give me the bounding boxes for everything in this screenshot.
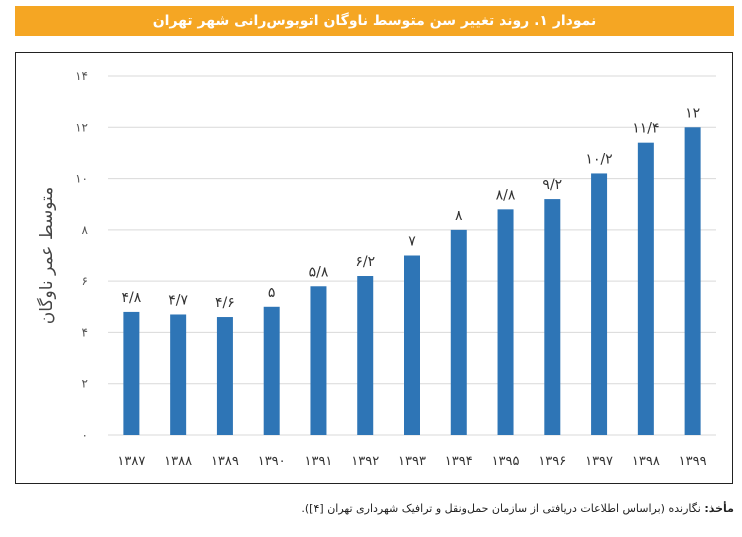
- x-tick-label: ۱۳۹۹: [679, 454, 707, 469]
- x-tick-label: ۱۳۹۸: [632, 454, 660, 469]
- x-tick-label: ۱۳۹۰: [258, 454, 286, 469]
- bar: [684, 127, 701, 436]
- data-label: ۴/۸: [122, 290, 142, 306]
- x-tick-label: ۱۳۹۷: [585, 454, 613, 469]
- y-tick-label: ۱۰: [75, 172, 88, 186]
- bar: [497, 209, 514, 435]
- data-label: ۵: [268, 285, 276, 301]
- bar: [170, 314, 187, 435]
- data-label: ۱۱/۴: [632, 121, 659, 137]
- bar: [404, 255, 420, 435]
- y-tick-label: ۲: [82, 377, 88, 391]
- x-tick-label: ۱۳۸۹: [211, 454, 239, 469]
- source-label: مأخذ:: [704, 502, 734, 515]
- chart-frame: ۰ ۲ ۴ ۶ ۸ ۱۰ ۱۲ ۱۴ ۴/۸ ۴/۷ ۴/۶ ۵ ۵/۸ ۶/۲ ۷ ۸ ۸/۸ ۹/۲ ۱۰/۲…: [15, 52, 733, 484]
- x-tick-label: ۱۳۹۳: [398, 454, 426, 469]
- x-tick-label: ۱۳۹۱: [304, 454, 332, 469]
- x-axis-ticks: ۱۳۸۷ ۱۳۸۸ ۱۳۸۹ ۱۳۹۰ ۱۳۹۱ ۱۳۹۲ ۱۳۹۳ ۱۳۹۴ ۱۳۹۵ ۱۳۹۶…: [117, 454, 706, 469]
- bar: [450, 229, 467, 435]
- data-label: ۷: [408, 234, 416, 250]
- data-label: ۶/۲: [355, 254, 375, 270]
- data-labels: ۴/۸ ۴/۷ ۴/۶ ۵ ۵/۸ ۶/۲ ۷ ۸ ۸/۸ ۹/۲ ۱۰/۲ ۱۱/۴ ۱۲: [122, 105, 701, 311]
- data-label: ۴/۷: [168, 292, 188, 308]
- y-tick-label: ۱۲: [75, 120, 88, 134]
- data-label: ۱۲: [685, 105, 700, 121]
- x-tick-label: ۱۳۹۴: [445, 454, 473, 469]
- bar: [357, 276, 374, 435]
- data-label: ۹/۲: [542, 177, 562, 193]
- y-tick-label: ۰: [82, 428, 88, 442]
- y-axis-label: متوسط عمر ناوگان: [36, 187, 57, 324]
- x-tick-label: ۱۳۹۶: [538, 454, 566, 469]
- bar: [216, 317, 233, 435]
- bar: [544, 199, 561, 435]
- x-tick-label: ۱۳۸۸: [164, 454, 192, 469]
- data-label: ۵/۸: [309, 264, 329, 280]
- source-text: نگارنده (براساس اطلاعات دریافتی از سازما…: [301, 502, 701, 515]
- chart-title: نمودار ۱. روند تغییر سن متوسط ناوگان اتو…: [15, 6, 734, 36]
- x-tick-label: ۱۳۹۲: [351, 454, 379, 469]
- y-axis-ticks: ۰ ۲ ۴ ۶ ۸ ۱۰ ۱۲ ۱۴: [75, 69, 88, 442]
- data-label: ۸: [455, 208, 463, 224]
- y-tick-label: ۴: [82, 325, 88, 339]
- y-tick-label: ۱۴: [75, 69, 88, 83]
- y-tick-label: ۶: [82, 274, 88, 288]
- data-label: ۱۰/۲: [585, 151, 612, 167]
- bar-chart: ۰ ۲ ۴ ۶ ۸ ۱۰ ۱۲ ۱۴ ۴/۸ ۴/۷ ۴/۶ ۵ ۵/۸ ۶/۲ ۷ ۸ ۸/۸ ۹/۲ ۱۰/۲…: [36, 69, 716, 469]
- source-note: مأخذ: نگارنده (براساس اطلاعات دریافتی از…: [15, 502, 734, 515]
- bar: [637, 142, 654, 435]
- data-label: ۴/۶: [215, 295, 235, 311]
- y-tick-label: ۸: [82, 223, 89, 237]
- bar: [263, 306, 280, 435]
- data-label: ۸/۸: [496, 187, 516, 203]
- x-tick-label: ۱۳۸۷: [117, 454, 145, 469]
- bar: [591, 173, 608, 435]
- bar: [310, 286, 327, 435]
- x-tick-label: ۱۳۹۵: [492, 454, 520, 469]
- bars: [123, 127, 701, 436]
- bar: [123, 311, 140, 435]
